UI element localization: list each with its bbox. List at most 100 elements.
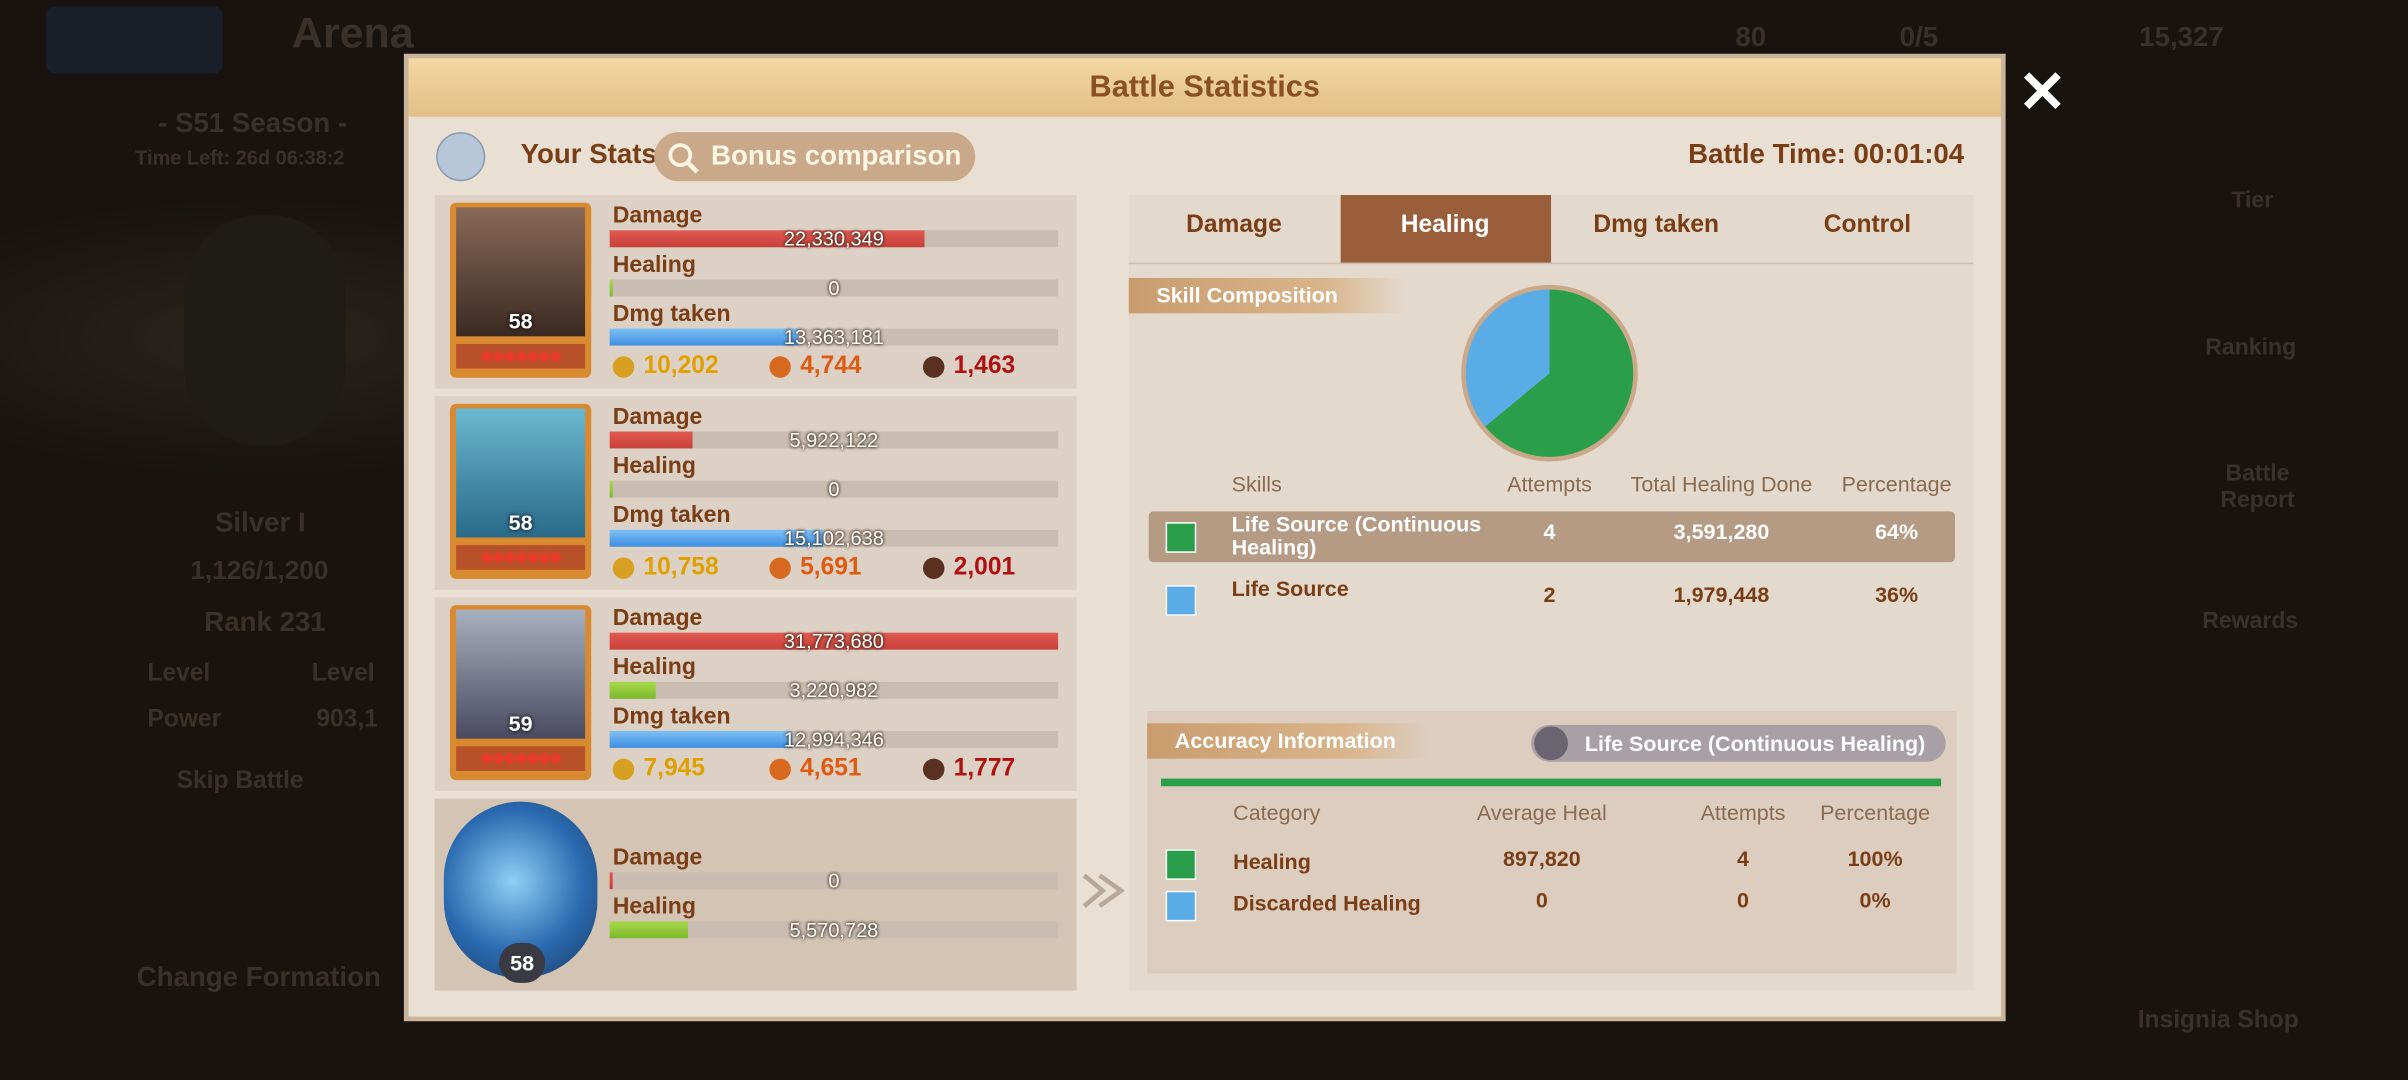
tab[interactable]: Damage xyxy=(1186,211,1282,239)
side-menu-item[interactable]: Tier xyxy=(2231,187,2274,214)
stat-bar-track xyxy=(609,279,1059,297)
hero-level: 58 xyxy=(508,308,533,334)
counter-value: 5,691 xyxy=(800,554,862,581)
stat-bar xyxy=(609,431,694,449)
portrait: 58 ◆◆◆◆◆◆◆ xyxy=(449,403,592,579)
switch-icon[interactable] xyxy=(436,132,486,182)
bonus-comparison-button[interactable]: Bonus comparison xyxy=(654,132,976,182)
change-formation[interactable]: Change Formation xyxy=(136,961,381,993)
total-healing: 1,979,448 xyxy=(1673,582,1770,607)
your-stats[interactable]: Your Stats xyxy=(520,138,657,169)
progress: 1,126/1,200 xyxy=(190,555,329,586)
stat-bar xyxy=(609,328,799,346)
hero-row: 58 ◆◆◆◆◆◆◆ Damage 5,922,122 Healing 0 Dmg take… xyxy=(434,396,1077,590)
tab[interactable]: Dmg taken xyxy=(1593,211,1720,239)
hero-row: 58 ◆◆◆◆◆◆◆ Damage 22,330,349 Healing 0 Dmg tak… xyxy=(434,195,1077,389)
counter-value: 1,463 xyxy=(953,353,1016,380)
stat-label: Damage xyxy=(612,605,703,632)
pie-slice xyxy=(1483,287,1636,460)
stat-label: Dmg taken xyxy=(612,703,731,730)
stat-value: 12,994,346 xyxy=(783,727,884,751)
stat-bar-track xyxy=(609,730,1059,748)
counter-value: 7,945 xyxy=(643,755,705,782)
stat-bar xyxy=(609,730,794,748)
stat-value: 22,330,349 xyxy=(783,227,884,251)
counter-icon xyxy=(922,356,945,378)
stat-bar-track xyxy=(609,529,1059,547)
stat-bar xyxy=(609,230,925,248)
stars: ◆◆◆◆◆◆◆ xyxy=(456,343,586,369)
side-menu-item[interactable]: Battle Report xyxy=(2220,460,2295,513)
stat-bar xyxy=(609,529,823,547)
hero-level: 59 xyxy=(508,711,533,736)
tab[interactable]: Healing xyxy=(1339,195,1551,263)
skill-selector[interactable]: Life Source (Continuous Healing) xyxy=(1531,724,1946,762)
battle-time: Battle Time: 00:01:04 xyxy=(1688,138,1965,169)
stars: ◆◆◆◆◆◆◆ xyxy=(456,545,586,570)
power-label: Power xyxy=(147,706,222,733)
counter-value: 4,744 xyxy=(800,353,862,380)
search-icon xyxy=(668,143,699,174)
stat-label: Healing xyxy=(612,453,696,480)
tab-divider xyxy=(1128,262,1974,265)
rank: Rank 231 xyxy=(204,606,326,638)
pie-slice xyxy=(1463,287,1550,428)
attempts: 2 xyxy=(1543,582,1556,607)
stat-value: 15,102,638 xyxy=(783,526,884,550)
detail-panel: Damage Healing Dmg taken Control Skill Compo… xyxy=(1128,195,1974,991)
accuracy-box: Accuracy Information Life Source (Continu… xyxy=(1147,711,1957,974)
side-menu-item[interactable]: Rewards xyxy=(2202,608,2299,635)
percentage: 0% xyxy=(1859,887,1891,913)
stat-value: 0 xyxy=(828,869,840,893)
stat-bar-track xyxy=(609,872,1059,890)
counter-icon xyxy=(769,356,791,378)
currency: 0/5 xyxy=(1899,21,1939,53)
sparkle-icon xyxy=(1534,726,1568,761)
attempts: 4 xyxy=(1543,519,1556,544)
stat-label: Damage xyxy=(612,844,703,871)
counter-icon xyxy=(612,356,635,378)
counter-icon xyxy=(922,758,945,781)
column-header: Total Healing Done xyxy=(1630,471,1813,497)
attempts: 4 xyxy=(1737,846,1749,871)
counter-icon xyxy=(612,557,635,579)
season: - S51 Season - xyxy=(158,107,348,139)
stat-value: 0 xyxy=(828,477,840,501)
hero-level: 58 xyxy=(508,509,533,535)
color-key xyxy=(1165,585,1197,616)
stat-label: Healing xyxy=(612,251,696,278)
skip-battle[interactable]: Skip Battle xyxy=(176,767,304,794)
column-header: Attempts xyxy=(1507,471,1592,497)
stat-bar-track xyxy=(609,632,1059,650)
portrait-image xyxy=(456,207,586,337)
counter-value: 10,758 xyxy=(643,554,719,581)
skill-name: Life Source (Continuous Healing) xyxy=(1231,511,1482,559)
percentage: 100% xyxy=(1847,846,1903,871)
battle-statistics-dialog: Battle Statistics Your Stats Bonus compa… xyxy=(408,58,2002,1017)
back-button[interactable] xyxy=(46,6,223,74)
side-menu-item[interactable]: Insignia Shop xyxy=(2137,1007,2299,1034)
stars: ◆◆◆◆◆◆◆ xyxy=(456,746,586,771)
close-button[interactable]: ✕ xyxy=(2017,61,2067,126)
tab[interactable]: Control xyxy=(1823,211,1912,239)
tier: Silver I xyxy=(214,506,306,538)
title-bar: Battle Statistics xyxy=(408,58,2002,117)
total-healing: 3,591,280 xyxy=(1673,519,1770,544)
percentage: 64% xyxy=(1875,519,1919,544)
percentage: 36% xyxy=(1875,582,1919,607)
stat-value: 13,363,181 xyxy=(783,325,884,349)
stat-bar-track xyxy=(609,681,1059,699)
column-header: Category xyxy=(1233,800,1321,825)
stat-bar-track xyxy=(609,480,1059,498)
stat-bar-track xyxy=(609,431,1059,449)
counter-icon xyxy=(612,758,635,781)
portrait-image xyxy=(456,408,586,538)
hero-row: 58 Damage 0 Healing 5,570,728 xyxy=(434,798,1077,991)
currency: 15,327 xyxy=(2139,21,2224,53)
side-menu-item[interactable]: Ranking xyxy=(2205,334,2297,361)
counter-value: 10,202 xyxy=(643,353,719,380)
stat-bar xyxy=(609,279,613,297)
stat-bar-track xyxy=(609,328,1059,346)
color-key xyxy=(1165,522,1197,553)
